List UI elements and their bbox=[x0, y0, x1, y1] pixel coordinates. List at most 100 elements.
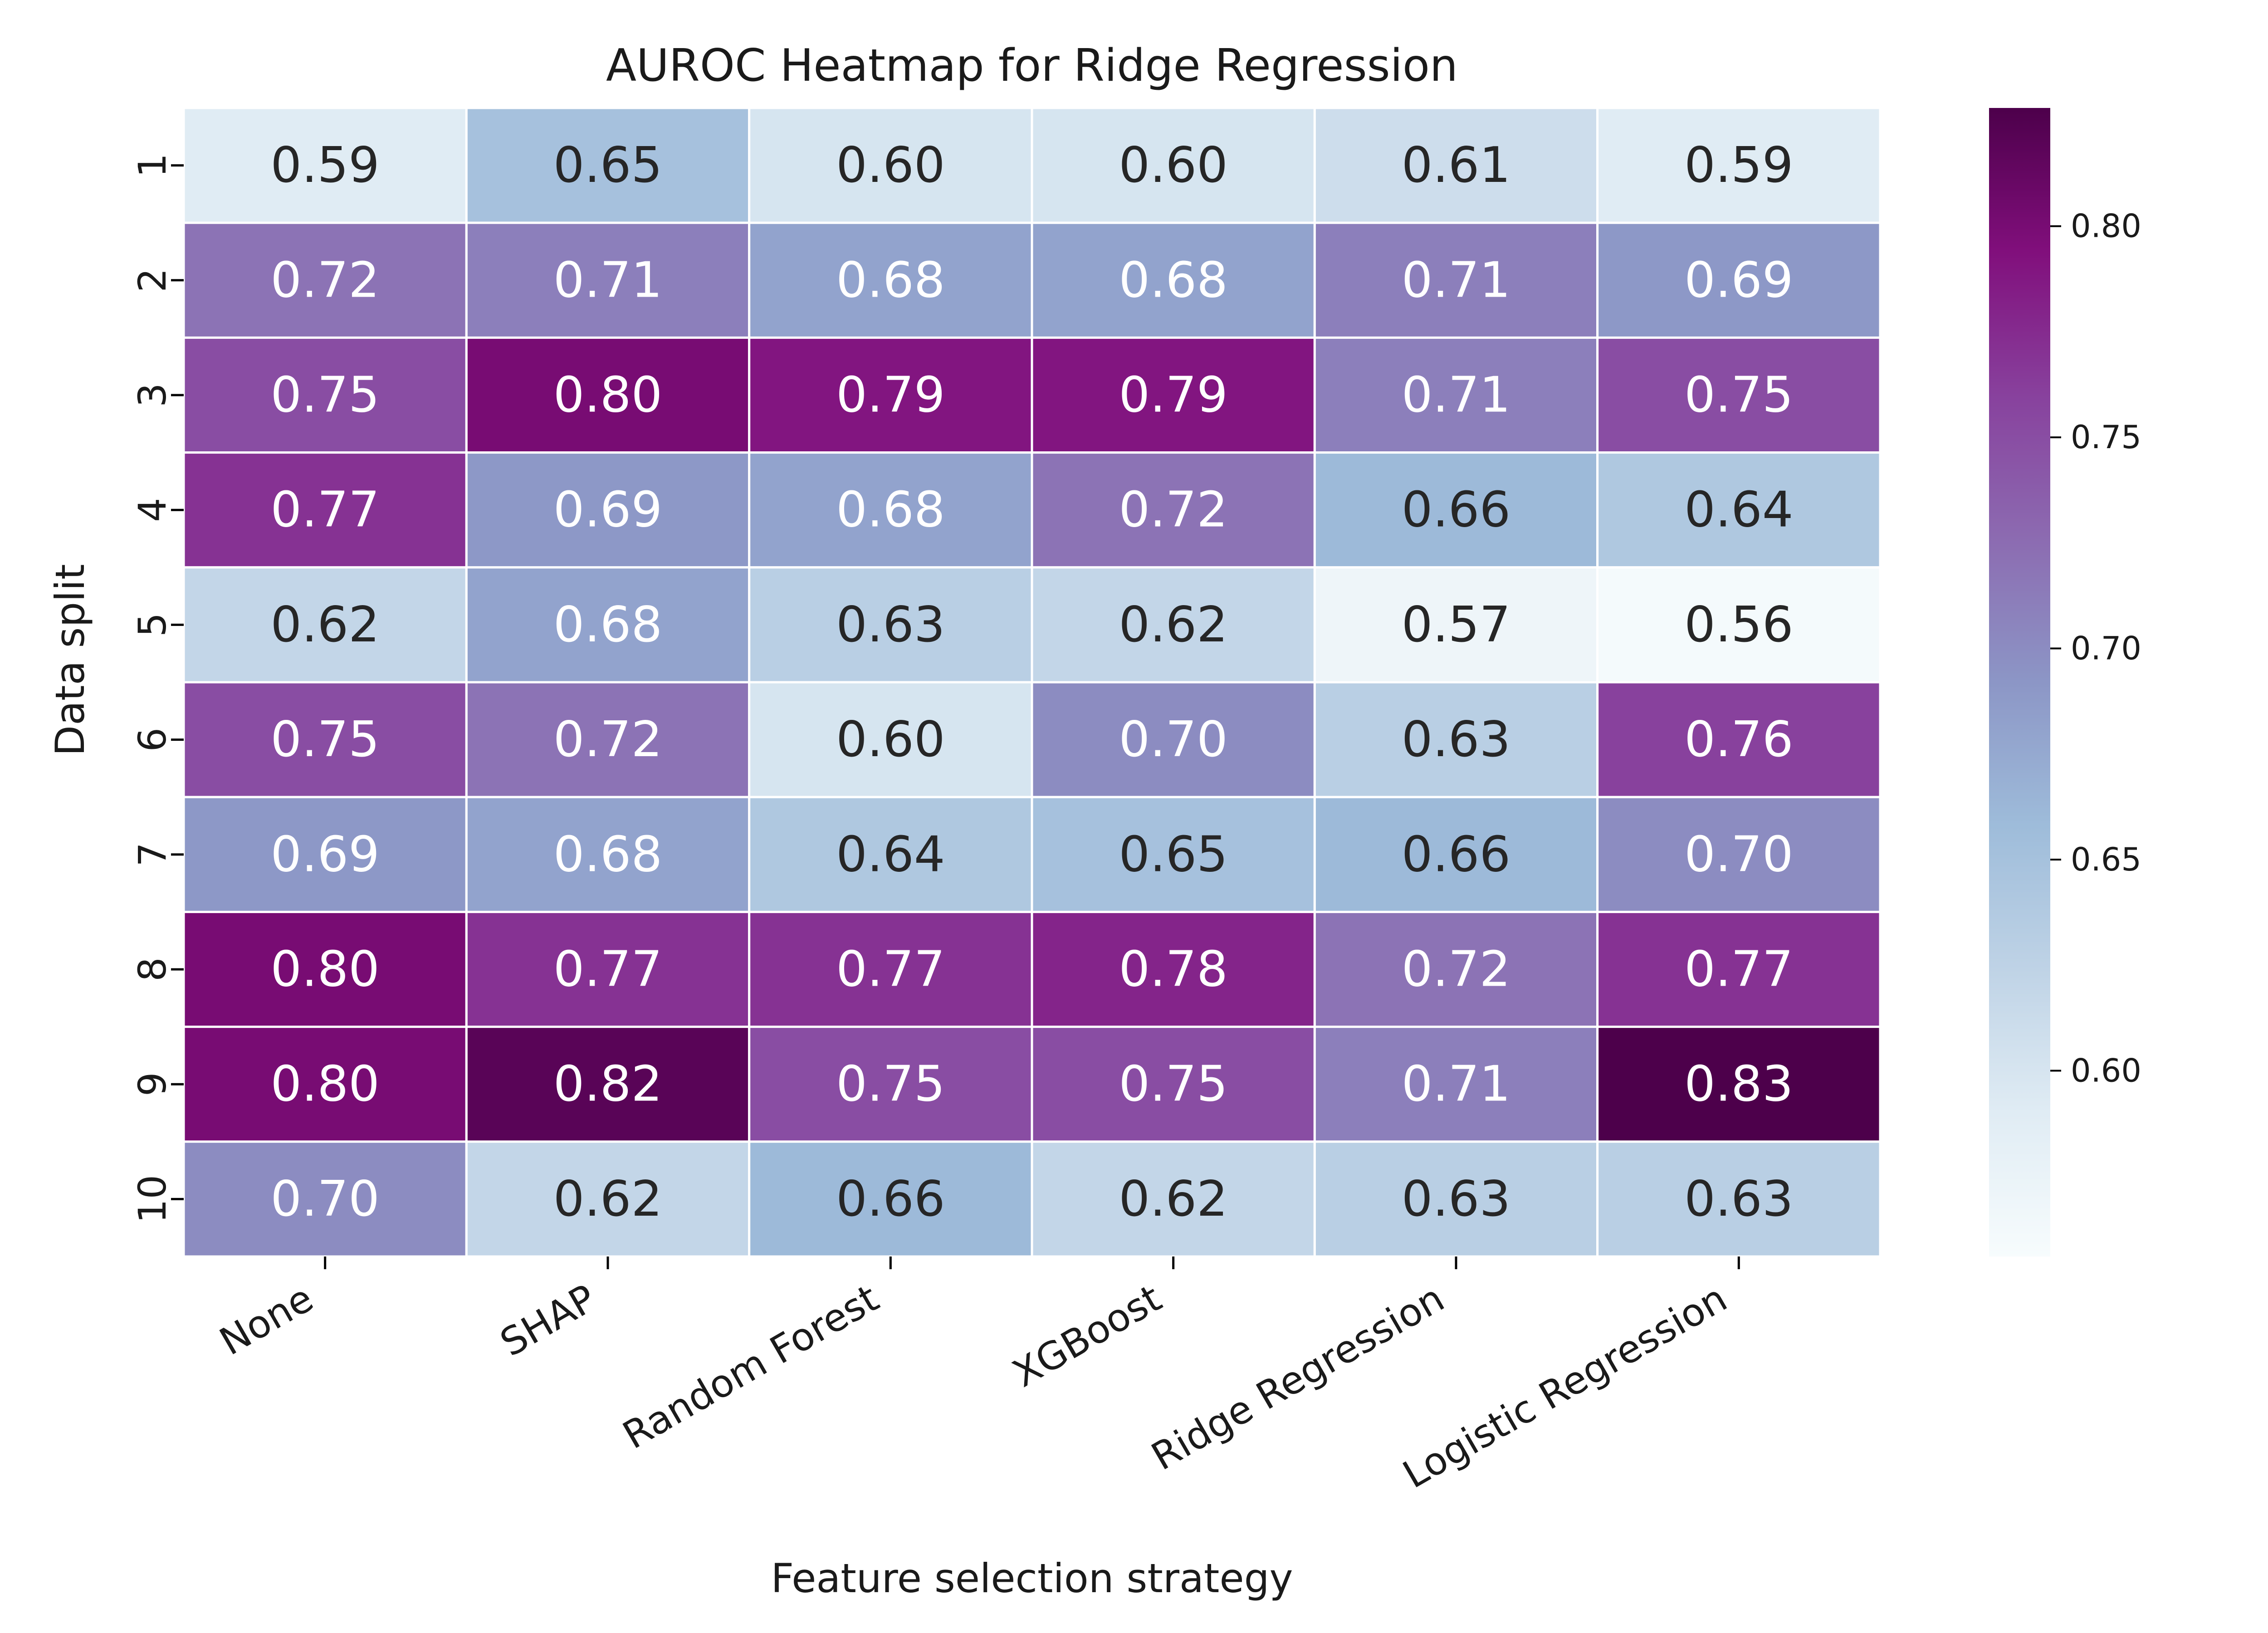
cell-value-label: 0.69 bbox=[1684, 252, 1793, 308]
heatmap-cell bbox=[1596, 336, 1882, 454]
heatmap-cell bbox=[1031, 107, 1316, 224]
cell-value-label: 0.68 bbox=[1119, 252, 1227, 308]
cell-value-label: 0.69 bbox=[270, 826, 379, 883]
cell-value-label: 0.65 bbox=[553, 137, 662, 194]
cell-value-label: 0.75 bbox=[836, 1056, 945, 1113]
heatmap-cell bbox=[182, 1140, 468, 1258]
heatmap-cell bbox=[182, 796, 468, 913]
heatmap-cell bbox=[465, 336, 751, 454]
cell-value-label: 0.72 bbox=[553, 711, 662, 768]
colorbar-tick-label: 0.70 bbox=[2071, 630, 2141, 667]
cell-value-label: 0.75 bbox=[270, 711, 379, 768]
cell-value-label: 0.77 bbox=[270, 482, 379, 538]
heatmap-cell bbox=[182, 681, 468, 798]
cell-value-label: 0.69 bbox=[553, 482, 662, 538]
heatmap-cell bbox=[1596, 910, 1882, 1028]
cell-value-label: 0.80 bbox=[553, 367, 662, 424]
cell-value-label: 0.75 bbox=[1684, 367, 1793, 424]
cell-value-label: 0.71 bbox=[553, 252, 662, 308]
cell-value-label: 0.60 bbox=[1119, 137, 1227, 194]
heatmap-cell bbox=[748, 1026, 1033, 1143]
heatmap-cells: 0.59 0.65 0.60 0.60 0.61 0.59 0.72 0.71 0.68 0.68… bbox=[182, 107, 1882, 1258]
colorbar-gradient bbox=[1989, 108, 2050, 1257]
x-tick-label: Ridge Regression bbox=[1144, 1276, 1452, 1479]
y-axis-ticks: 1 2 3 4 5 6 7 8 9 10 bbox=[130, 153, 184, 1223]
heatmap-cell bbox=[1313, 910, 1599, 1028]
y-tick-label: 8 bbox=[130, 957, 175, 981]
cell-value-label: 0.71 bbox=[1402, 1056, 1510, 1113]
heatmap-cell bbox=[1031, 796, 1316, 913]
colorbar: 0.60 0.65 0.70 0.75 0.80 bbox=[1989, 108, 2141, 1257]
heatmap-cell bbox=[1596, 566, 1882, 684]
heatmap-cell bbox=[1031, 221, 1316, 339]
colorbar-tick-label: 0.80 bbox=[2071, 208, 2141, 245]
x-axis-label: Feature selection strategy bbox=[771, 1555, 1293, 1602]
cell-value-label: 0.62 bbox=[1119, 1171, 1227, 1227]
heatmap-cell bbox=[748, 910, 1033, 1028]
colorbar-tick-label: 0.60 bbox=[2071, 1052, 2141, 1089]
x-tick-label: SHAP bbox=[493, 1276, 603, 1365]
x-tick-label: Random Forest bbox=[616, 1276, 886, 1457]
cell-value-label: 0.66 bbox=[1402, 482, 1510, 538]
y-tick-label: 5 bbox=[130, 613, 175, 637]
heatmap-cell bbox=[1596, 681, 1882, 798]
heatmap-cell bbox=[1596, 796, 1882, 913]
cell-value-label: 0.60 bbox=[836, 137, 945, 194]
cell-value-label: 0.72 bbox=[270, 252, 379, 308]
x-tick-label: None bbox=[212, 1276, 321, 1364]
cell-value-label: 0.72 bbox=[1402, 941, 1510, 998]
cell-value-label: 0.63 bbox=[836, 596, 945, 653]
heatmap-cell bbox=[748, 451, 1033, 569]
cell-value-label: 0.68 bbox=[836, 482, 945, 538]
cell-value-label: 0.64 bbox=[1684, 482, 1793, 538]
heatmap-cell bbox=[748, 796, 1033, 913]
heatmap-cell bbox=[748, 107, 1033, 224]
heatmap-cell bbox=[1031, 336, 1316, 454]
cell-value-label: 0.71 bbox=[1402, 367, 1510, 424]
cell-value-label: 0.63 bbox=[1684, 1171, 1793, 1227]
heatmap-cell bbox=[1313, 566, 1599, 684]
y-tick-label: 2 bbox=[130, 268, 175, 292]
cell-value-label: 0.72 bbox=[1119, 482, 1227, 538]
heatmap-cell bbox=[1313, 681, 1599, 798]
heatmap-cell bbox=[1596, 451, 1882, 569]
y-tick-label: 4 bbox=[130, 498, 175, 522]
heatmap-cell bbox=[465, 221, 751, 339]
cell-value-label: 0.71 bbox=[1402, 252, 1510, 308]
cell-value-label: 0.75 bbox=[270, 367, 379, 424]
cell-value-label: 0.62 bbox=[1119, 596, 1227, 653]
cell-value-label: 0.65 bbox=[1119, 826, 1227, 883]
cell-value-label: 0.70 bbox=[270, 1171, 379, 1227]
heatmap-cell bbox=[1031, 910, 1316, 1028]
heatmap-cell bbox=[1596, 221, 1882, 339]
x-tick-label: XGBoost bbox=[1005, 1276, 1169, 1396]
cell-value-label: 0.68 bbox=[553, 826, 662, 883]
cell-value-label: 0.75 bbox=[1119, 1056, 1227, 1113]
cell-value-label: 0.59 bbox=[1684, 137, 1793, 194]
cell-value-label: 0.62 bbox=[270, 596, 379, 653]
heatmap-cell bbox=[465, 451, 751, 569]
cell-value-label: 0.79 bbox=[836, 367, 945, 424]
cell-value-label: 0.68 bbox=[553, 596, 662, 653]
heatmap-cell bbox=[1313, 1026, 1599, 1143]
y-tick-label: 10 bbox=[130, 1175, 175, 1223]
y-tick-label: 7 bbox=[130, 842, 175, 866]
heatmap-cell bbox=[182, 910, 468, 1028]
heatmap-cell bbox=[465, 1140, 751, 1258]
heatmap-cell bbox=[465, 1026, 751, 1143]
cell-value-label: 0.56 bbox=[1684, 596, 1793, 653]
cell-value-label: 0.80 bbox=[270, 941, 379, 998]
cell-value-label: 0.70 bbox=[1119, 711, 1227, 768]
cell-value-label: 0.77 bbox=[553, 941, 662, 998]
heatmap-cell bbox=[1031, 451, 1316, 569]
y-axis-label: Data split bbox=[47, 564, 93, 756]
y-tick-label: 9 bbox=[130, 1072, 175, 1096]
y-tick-label: 6 bbox=[130, 728, 175, 752]
colorbar-tick-label: 0.65 bbox=[2071, 841, 2141, 878]
y-tick-label: 3 bbox=[130, 383, 175, 407]
cell-value-label: 0.62 bbox=[553, 1171, 662, 1227]
heatmap-cell bbox=[465, 107, 751, 224]
cell-value-label: 0.59 bbox=[270, 137, 379, 194]
cell-value-label: 0.57 bbox=[1402, 596, 1510, 653]
cell-value-label: 0.63 bbox=[1402, 711, 1510, 768]
